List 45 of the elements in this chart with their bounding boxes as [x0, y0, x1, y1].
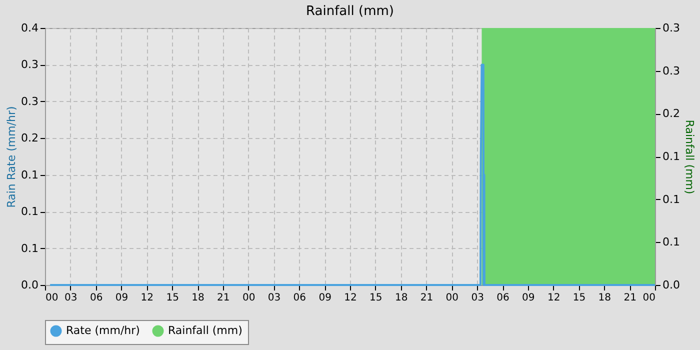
x-tick-label: 18 [598, 292, 612, 304]
y2-tick-label: 0.2 [662, 107, 680, 120]
y-tick-label: 0.3 [21, 94, 38, 108]
x-tick-label: 06 [496, 292, 510, 304]
y-tick-label: 0.3 [21, 58, 38, 72]
y2-tick-label: 0.1 [662, 236, 680, 249]
y2-tick-label: 0.0 [662, 278, 680, 292]
y-tick-label: 0.2 [21, 132, 38, 145]
y-tick-label: 0.1 [21, 168, 38, 182]
x-tick-label: 21 [420, 292, 434, 304]
x-tick-label: 12 [140, 292, 154, 304]
y2-tick-label: 0.3 [662, 22, 680, 34]
x-tick-label: 06 [293, 292, 306, 304]
x-tick-label: 09 [318, 292, 332, 304]
x-tick-label: 21 [217, 292, 230, 304]
legend-label: Rate (mm/hr) [66, 324, 140, 337]
x-tick-label: 15 [166, 292, 179, 304]
x-tick-label: 00 [642, 292, 656, 304]
legend-label: Rainfall (mm) [168, 324, 242, 337]
x-tick-label: 15 [370, 292, 382, 304]
y-axis-title: Rain Rate (mm/hr) [5, 106, 18, 208]
x-tick-label: 15 [572, 292, 586, 304]
chart-title: Rainfall (mm) [306, 4, 394, 19]
x-tick-label: 00 [46, 292, 58, 304]
y2-tick-label: 0.1 [662, 150, 680, 163]
x-tick-label: 00 [446, 292, 459, 304]
x-tick-label: 18 [192, 292, 204, 304]
x-tick-label: 21 [624, 292, 636, 304]
x-tick-label: 00 [242, 292, 256, 304]
x-tick-label: 09 [522, 292, 535, 304]
y-tick-label: 0.1 [21, 242, 38, 255]
x-tick-label: 03 [64, 292, 78, 304]
x-tick-label: 06 [90, 292, 103, 304]
x-tick-label: 12 [344, 292, 357, 304]
x-tick-label: 03 [471, 292, 484, 304]
y2-tick-label: 0.1 [662, 192, 680, 206]
y-tick-label: 0.1 [21, 205, 38, 218]
x-tick-label: 09 [115, 292, 128, 304]
x-tick-label: 12 [547, 292, 560, 304]
x-tick-label: 03 [268, 292, 281, 304]
y-tick-label: 0.4 [21, 22, 38, 34]
y-tick-label: 0.0 [21, 278, 38, 292]
x-tick-label: 18 [394, 292, 408, 304]
y2-tick-label: 0.3 [662, 64, 680, 78]
y2-axis-title: Rainfall (mm) [682, 120, 696, 194]
